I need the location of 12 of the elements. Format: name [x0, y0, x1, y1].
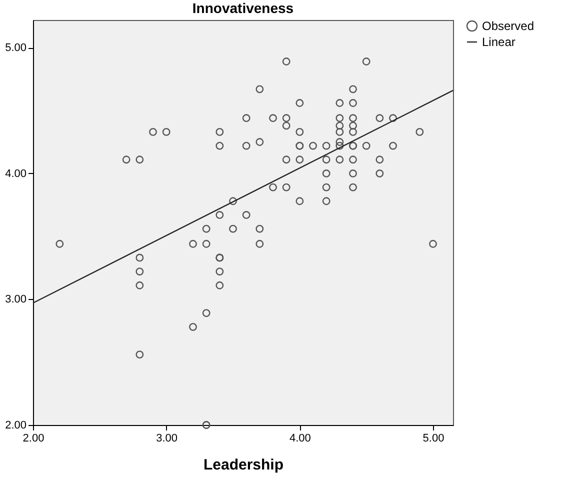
x-tick-label: 4.00 — [289, 432, 311, 444]
x-axis-title: Leadership — [203, 456, 284, 474]
y-tick-label: 5.00 — [5, 42, 26, 54]
legend-label: Linear — [482, 35, 516, 49]
y-tick-label: 3.00 — [5, 294, 26, 306]
y-tick-label: 2.00 — [5, 420, 26, 432]
x-tick-label: 3.00 — [156, 432, 178, 444]
chart-title: Innovativeness — [192, 0, 294, 16]
x-tick-label: 2.00 — [22, 432, 44, 444]
legend-label: Observed — [482, 19, 534, 33]
x-tick-label: 5.00 — [422, 432, 444, 444]
y-tick-label: 4.00 — [5, 168, 26, 180]
